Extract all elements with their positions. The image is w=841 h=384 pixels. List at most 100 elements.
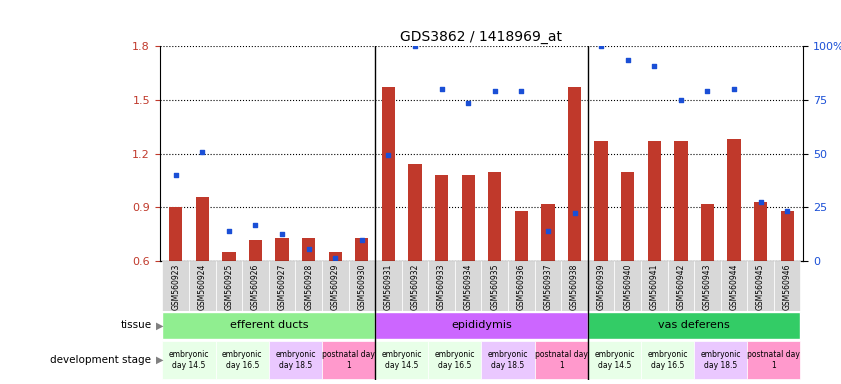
Point	[435, 86, 448, 92]
Text: GSM560925: GSM560925	[225, 264, 234, 310]
Bar	[488, 172, 501, 261]
Bar	[242, 261, 269, 311]
Text: development stage: development stage	[50, 355, 151, 365]
Text: postnatal day
1: postnatal day 1	[535, 350, 588, 370]
Text: GSM560938: GSM560938	[570, 264, 579, 310]
Bar	[249, 240, 262, 261]
Bar	[215, 261, 242, 311]
Bar	[355, 238, 368, 261]
Bar	[641, 261, 668, 311]
Bar	[754, 202, 767, 261]
Text: vas deferens: vas deferens	[659, 320, 730, 331]
Point	[382, 152, 395, 159]
Bar	[462, 175, 475, 261]
Point	[302, 245, 315, 252]
Bar	[481, 261, 508, 311]
Text: embryonic
day 18.5: embryonic day 18.5	[275, 350, 315, 370]
Text: GSM560939: GSM560939	[596, 264, 606, 310]
Text: GSM560946: GSM560946	[783, 264, 791, 310]
Bar	[694, 341, 748, 379]
Bar	[780, 211, 794, 261]
Bar	[588, 312, 801, 339]
Text: embryonic
day 18.5: embryonic day 18.5	[701, 350, 741, 370]
Bar	[162, 341, 215, 379]
Text: GSM560931: GSM560931	[384, 264, 393, 310]
Bar	[215, 341, 269, 379]
Text: GSM560923: GSM560923	[172, 264, 180, 310]
Bar	[535, 261, 561, 311]
Bar	[481, 341, 535, 379]
Text: efferent ducts: efferent ducts	[230, 320, 308, 331]
Bar	[276, 238, 288, 261]
Text: embryonic
day 16.5: embryonic day 16.5	[648, 350, 688, 370]
Bar	[641, 341, 694, 379]
Bar	[621, 172, 634, 261]
Bar	[748, 341, 801, 379]
Bar	[348, 261, 375, 311]
Text: tissue: tissue	[120, 320, 151, 331]
Bar	[322, 341, 375, 379]
Bar	[694, 261, 721, 311]
Point	[648, 63, 661, 69]
Bar	[727, 139, 741, 261]
Text: embryonic
day 14.5: embryonic day 14.5	[382, 350, 422, 370]
Point	[462, 100, 475, 106]
Text: GSM560935: GSM560935	[490, 264, 500, 310]
Bar	[375, 261, 402, 311]
Text: GSM560927: GSM560927	[278, 264, 287, 310]
Text: ▶: ▶	[156, 355, 163, 365]
Point	[222, 228, 235, 234]
Text: GSM560932: GSM560932	[410, 264, 420, 310]
Text: GSM560942: GSM560942	[676, 264, 685, 310]
Text: postnatal day
1: postnatal day 1	[748, 350, 801, 370]
Bar	[428, 261, 455, 311]
Bar	[382, 87, 395, 261]
Bar	[295, 261, 322, 311]
Text: postnatal day
1: postnatal day 1	[322, 350, 375, 370]
Bar	[595, 141, 608, 261]
Bar	[542, 204, 554, 261]
Bar	[721, 261, 748, 311]
Text: embryonic
day 16.5: embryonic day 16.5	[222, 350, 262, 370]
Text: ▶: ▶	[156, 320, 163, 331]
Bar	[302, 238, 315, 261]
Bar	[375, 341, 428, 379]
Bar	[748, 261, 774, 311]
Text: GSM560934: GSM560934	[463, 264, 473, 310]
Point	[488, 88, 501, 94]
Point	[169, 172, 182, 178]
Text: embryonic
day 14.5: embryonic day 14.5	[169, 350, 209, 370]
Bar	[535, 341, 588, 379]
Bar	[561, 261, 588, 311]
Point	[754, 199, 767, 205]
Bar	[588, 341, 641, 379]
Text: GSM560936: GSM560936	[517, 264, 526, 310]
Point	[355, 237, 368, 243]
Bar	[162, 261, 189, 311]
Title: GDS3862 / 1418969_at: GDS3862 / 1418969_at	[400, 30, 563, 44]
Text: embryonic
day 18.5: embryonic day 18.5	[488, 350, 528, 370]
Bar	[222, 252, 235, 261]
Point	[275, 231, 288, 237]
Bar	[409, 164, 421, 261]
Bar	[189, 261, 215, 311]
Point	[621, 57, 634, 63]
Text: GSM560943: GSM560943	[703, 264, 712, 310]
Point	[542, 228, 555, 234]
Bar	[508, 261, 535, 311]
Point	[249, 222, 262, 228]
Point	[674, 97, 688, 103]
Text: GSM560924: GSM560924	[198, 264, 207, 310]
Text: GSM560930: GSM560930	[357, 264, 367, 310]
Point	[408, 43, 421, 49]
Bar	[269, 341, 322, 379]
Bar	[428, 341, 481, 379]
Bar	[668, 261, 694, 311]
Bar	[615, 261, 641, 311]
Text: embryonic
day 16.5: embryonic day 16.5	[435, 350, 475, 370]
Point	[515, 88, 528, 94]
Bar	[588, 261, 615, 311]
Bar	[455, 261, 481, 311]
Text: epididymis: epididymis	[451, 320, 512, 331]
Text: GSM560933: GSM560933	[437, 264, 446, 310]
